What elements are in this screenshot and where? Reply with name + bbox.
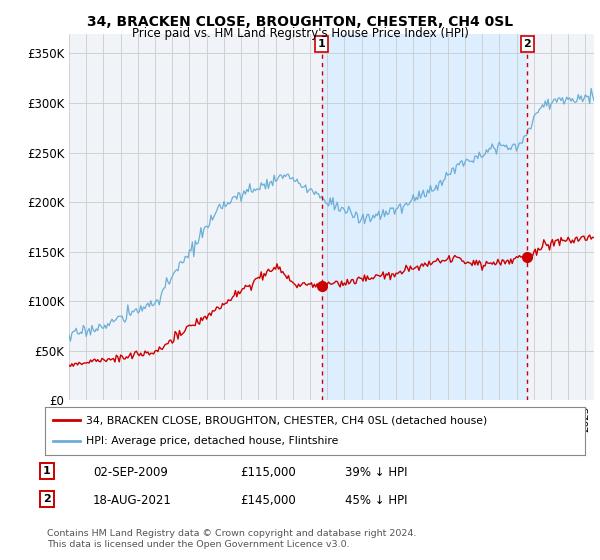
Text: £145,000: £145,000 — [240, 494, 296, 507]
Text: 45% ↓ HPI: 45% ↓ HPI — [345, 494, 407, 507]
Text: 02-SEP-2009: 02-SEP-2009 — [93, 466, 168, 479]
Text: 2: 2 — [43, 494, 50, 504]
Text: £115,000: £115,000 — [240, 466, 296, 479]
Text: Price paid vs. HM Land Registry's House Price Index (HPI): Price paid vs. HM Land Registry's House … — [131, 27, 469, 40]
Text: Contains HM Land Registry data © Crown copyright and database right 2024.
This d: Contains HM Land Registry data © Crown c… — [47, 529, 416, 549]
Text: 2: 2 — [523, 39, 531, 49]
Text: 34, BRACKEN CLOSE, BROUGHTON, CHESTER, CH4 0SL (detached house): 34, BRACKEN CLOSE, BROUGHTON, CHESTER, C… — [86, 416, 487, 426]
Bar — [322, 34, 527, 400]
Text: HPI: Average price, detached house, Flintshire: HPI: Average price, detached house, Flin… — [86, 436, 338, 446]
Text: 34, BRACKEN CLOSE, BROUGHTON, CHESTER, CH4 0SL: 34, BRACKEN CLOSE, BROUGHTON, CHESTER, C… — [87, 15, 513, 29]
Text: 1: 1 — [317, 39, 325, 49]
Text: 1: 1 — [43, 466, 50, 476]
Text: 18-AUG-2021: 18-AUG-2021 — [93, 494, 172, 507]
Text: 39% ↓ HPI: 39% ↓ HPI — [345, 466, 407, 479]
